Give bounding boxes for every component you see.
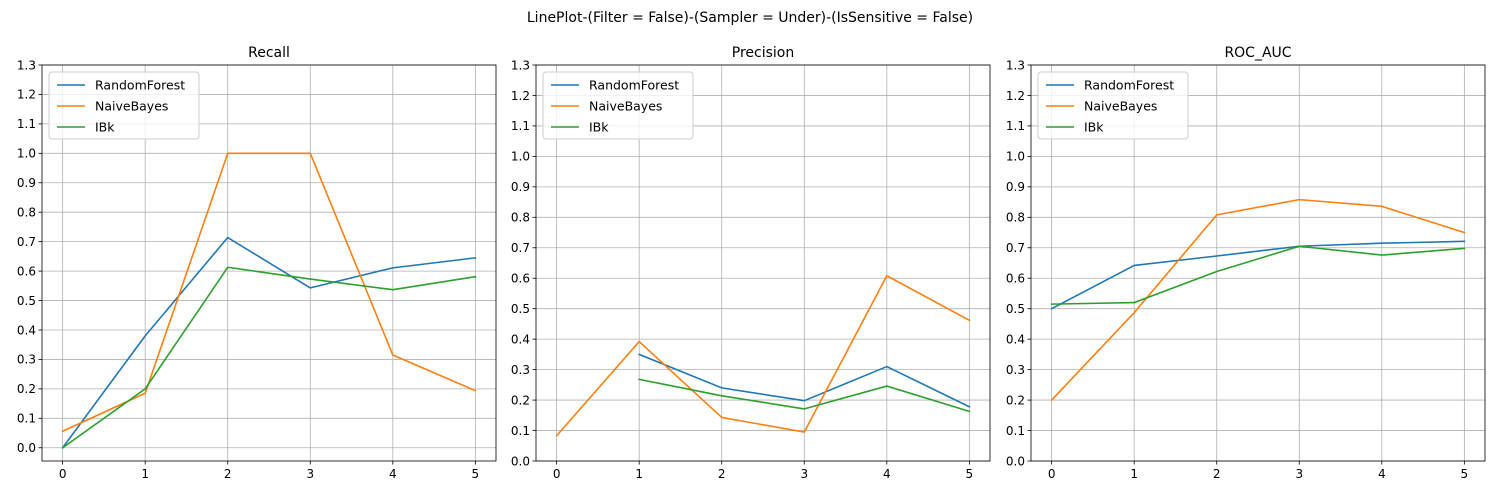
y-tick-label: 1.0 xyxy=(511,150,530,164)
legend-label: RandomForest xyxy=(1084,78,1174,93)
x-tick-label: 1 xyxy=(635,467,643,481)
series-line-naivebayes xyxy=(1050,198,1466,402)
legend-label: IBk xyxy=(589,120,609,135)
series-line-ibk xyxy=(638,378,971,413)
legend-label: IBk xyxy=(1084,120,1104,135)
y-tick-label: 0.1 xyxy=(1006,424,1025,438)
y-tick-label: 0.1 xyxy=(17,412,36,426)
y-tick-label: 0.6 xyxy=(17,264,36,278)
x-tick-label: 2 xyxy=(718,467,726,481)
axes-frame xyxy=(41,64,497,462)
x-tick-label: 1 xyxy=(141,467,149,481)
subplot-precision: Precision 0.0 0.1 0.2 0.3 0.4 0.5 0.6 0.7 0.8 0.9 1… xyxy=(511,45,991,481)
x-tick-label: 4 xyxy=(1378,467,1386,481)
x-tick-label: 2 xyxy=(224,467,232,481)
y-tick-label: 0.6 xyxy=(1006,272,1025,286)
y-tick-label: 0.3 xyxy=(17,353,36,367)
legend: RandomForest NaiveBayes IBk xyxy=(542,71,694,140)
x-tick-label: 0 xyxy=(1048,467,1056,481)
x-tick-label: 0 xyxy=(59,467,67,481)
x-tick-label: 0 xyxy=(553,467,561,481)
subplots: Recall 0.0 0.1 0.2 0.3 0.4 0.5 0.6 0.7 0.8 0.9 1.0 1… xyxy=(17,45,1486,481)
y-tick-label: 1.2 xyxy=(17,88,36,102)
legend: RandomForest NaiveBayes IBk xyxy=(1037,71,1189,140)
y-tick-label: 0.9 xyxy=(17,176,36,190)
y-tick-label: 0.8 xyxy=(1006,211,1025,225)
y-tick-label: 0.3 xyxy=(511,363,530,377)
legend-label: NaiveBayes xyxy=(1084,99,1157,114)
y-tick-label: 0.7 xyxy=(17,235,36,249)
y-tick-label: 0.4 xyxy=(511,332,530,346)
y-tick-label: 1.0 xyxy=(1006,150,1025,164)
x-tick-label: 3 xyxy=(800,467,808,481)
series-line-ibk xyxy=(61,266,477,449)
legend-label: IBk xyxy=(95,120,115,135)
x-tick-label: 3 xyxy=(306,467,314,481)
y-tick-label: 0.5 xyxy=(511,302,530,316)
legend-box xyxy=(48,71,200,140)
series-line-randomforest xyxy=(638,353,971,408)
series-line-naivebayes xyxy=(555,274,971,437)
legend-label: RandomForest xyxy=(95,78,185,93)
legend-label: RandomForest xyxy=(589,78,679,93)
x-tick-label: 5 xyxy=(472,467,480,481)
y-tick-label: 1.2 xyxy=(511,89,530,103)
y-tick-label: 1.2 xyxy=(1006,89,1025,103)
subplot-title: Recall xyxy=(248,45,290,61)
y-tick-label: 0.7 xyxy=(1006,241,1025,255)
y-tick-label: 0.1 xyxy=(511,424,530,438)
y-tick-label: 0.2 xyxy=(1006,393,1025,407)
y-tick-label: 0.5 xyxy=(1006,302,1025,316)
x-tick-label: 4 xyxy=(389,467,397,481)
y-tick-label: 0.8 xyxy=(511,211,530,225)
y-tick-label: 0.6 xyxy=(511,272,530,286)
series-line-randomforest xyxy=(1050,240,1466,310)
series-line-randomforest xyxy=(61,236,477,449)
x-tick-label: 5 xyxy=(966,467,974,481)
y-tick-label: 1.1 xyxy=(1006,119,1025,133)
y-tick-label: 0.3 xyxy=(1006,363,1025,377)
subplot-title: ROC_AUC xyxy=(1224,45,1291,61)
y-tick-label: 0.5 xyxy=(17,294,36,308)
legend-label: NaiveBayes xyxy=(589,99,662,114)
y-tick-label: 1.3 xyxy=(511,58,530,72)
y-tick-label: 0.9 xyxy=(1006,180,1025,194)
x-tick-label: 4 xyxy=(883,467,891,481)
y-tick-label: 0.0 xyxy=(1006,454,1025,468)
y-tick-label: 0.4 xyxy=(1006,332,1025,346)
y-tick-label: 1.1 xyxy=(511,119,530,133)
series-line-ibk xyxy=(1050,245,1466,305)
axes-frame xyxy=(535,64,991,462)
y-tick-label: 1.0 xyxy=(17,147,36,161)
y-tick-label: 0.0 xyxy=(511,454,530,468)
y-tick-label: 0.9 xyxy=(511,180,530,194)
y-tick-label: 0.4 xyxy=(17,323,36,337)
legend-label: NaiveBayes xyxy=(95,99,168,114)
legend-box xyxy=(1037,71,1189,140)
y-tick-label: 0.8 xyxy=(17,206,36,220)
y-tick-label: 1.3 xyxy=(1006,58,1025,72)
y-tick-label: 0.2 xyxy=(17,382,36,396)
x-tick-label: 5 xyxy=(1461,467,1469,481)
figure-suptitle: LinePlot-(Filter = False)-(Sampler = Und… xyxy=(527,10,973,26)
subplot-title: Precision xyxy=(732,45,794,61)
x-tick-label: 3 xyxy=(1295,467,1303,481)
subplot-recall: Recall 0.0 0.1 0.2 0.3 0.4 0.5 0.6 0.7 0.8 0.9 1.0 1… xyxy=(17,45,497,481)
legend-box xyxy=(542,71,694,140)
x-tick-label: 2 xyxy=(1213,467,1221,481)
subplot-roc-auc: ROC_AUC 0.0 0.1 0.2 0.3 0.4 0.5 0.6 0.7 0.8 0.9 1.0… xyxy=(1006,45,1486,481)
y-tick-label: 0.0 xyxy=(17,441,36,455)
y-tick-label: 1.3 xyxy=(17,58,36,72)
y-tick-label: 0.7 xyxy=(511,241,530,255)
y-tick-label: 1.1 xyxy=(17,117,36,131)
axes-frame xyxy=(1030,64,1486,462)
x-tick-label: 1 xyxy=(1130,467,1138,481)
legend: RandomForest NaiveBayes IBk xyxy=(48,71,200,140)
y-tick-label: 0.2 xyxy=(511,393,530,407)
